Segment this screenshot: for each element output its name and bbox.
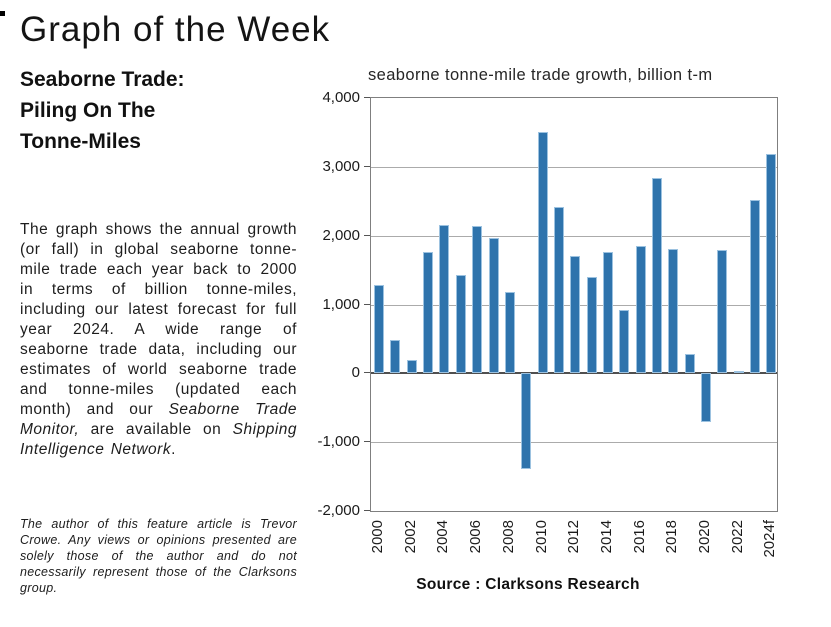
zero-axis-line (371, 372, 777, 375)
y-tick-label--2,000: -2,000 (317, 502, 360, 519)
y-tick-label-3,000: 3,000 (322, 157, 360, 175)
article-title: Seaborne Trade: Piling On The Tonne-Mile… (20, 64, 300, 157)
bar-2020 (701, 373, 711, 423)
bar-2002 (406, 359, 417, 374)
x-tick-label-2002: 2002 (401, 520, 419, 554)
y-tick-mark (364, 234, 370, 236)
y-tick-mark (364, 510, 370, 511)
bar-2011 (553, 207, 564, 374)
x-tick-label-2008: 2008 (499, 520, 517, 554)
y-tick-label-2,000: 2,000 (322, 226, 360, 244)
bar-2004 (439, 224, 450, 374)
bar-2013 (586, 277, 597, 374)
bar-2014 (602, 251, 613, 374)
x-tick-label-2016: 2016 (630, 520, 648, 554)
bar-2024f (766, 153, 777, 374)
bar-2012 (570, 256, 581, 374)
bar-2022 (733, 371, 744, 374)
article-body-text-2: are available on (79, 421, 233, 438)
x-tick-label-2010: 2010 (532, 520, 550, 554)
bar-2005 (455, 274, 466, 374)
gridline--1000 (371, 442, 777, 444)
article-body-italic-monitor: Seaborne Trade Monitor, (20, 401, 297, 438)
article-body-italic-network: Shipping Intelligence Network (20, 421, 297, 458)
bar-2006 (472, 226, 483, 374)
author-disclaimer: The author of this feature article is Tr… (20, 517, 297, 595)
x-tick-label-2022: 2022 (728, 520, 746, 554)
chart-source: Source : Clarksons Research (416, 576, 640, 593)
bar-2001 (390, 339, 401, 374)
bar-2009 (521, 373, 532, 469)
bar-2010 (537, 132, 548, 374)
bar-2023 (750, 199, 761, 374)
page-title: Graph of the Week (20, 10, 331, 49)
x-tick-label-2012: 2012 (565, 520, 583, 554)
y-tick-label--1,000: -1,000 (317, 433, 360, 451)
chart-title: seaborne tonne-mile trade growth, billio… (368, 66, 713, 84)
article-title-line-3: Tonne-Miles (20, 130, 141, 153)
article-body-text-3: . (171, 441, 176, 458)
x-tick-label-2024f: 2024f (761, 520, 779, 558)
x-tick-label-2020: 2020 (696, 520, 713, 554)
page-edge-mark (0, 11, 5, 16)
y-tick-mark (364, 165, 370, 167)
article-title-line-1: Seaborne Trade: (20, 68, 185, 91)
y-tick-mark (364, 372, 370, 374)
gridline-2000 (371, 235, 777, 237)
y-tick-label-1,000: 1,000 (322, 295, 360, 313)
bar-2007 (488, 237, 499, 374)
bar-2018 (668, 249, 679, 374)
article-body-text: The graph shows the annual growth (or fa… (20, 221, 297, 418)
x-tick-label-2014: 2014 (597, 520, 615, 554)
bar-2017 (652, 177, 662, 374)
bar-2008 (504, 292, 515, 374)
bar-2021 (717, 250, 728, 374)
chart-plot (370, 97, 778, 512)
bar-2000 (374, 284, 384, 374)
x-tick-label-2004: 2004 (434, 520, 452, 554)
x-tick-label-2006: 2006 (467, 520, 485, 554)
y-tick-mark (364, 441, 370, 443)
article-title-line-2: Piling On The (20, 99, 156, 122)
bar-2003 (423, 251, 434, 374)
y-tick-mark (364, 303, 370, 305)
y-tick-mark (364, 97, 370, 98)
y-tick-label-4,000: 4,000 (322, 89, 360, 106)
y-tick-label-0: 0 (351, 364, 360, 382)
bar-2019 (684, 354, 695, 374)
bar-2015 (619, 310, 630, 374)
x-tick-label-2000: 2000 (369, 520, 386, 554)
gridline-3000 (371, 166, 777, 168)
bar-2016 (635, 246, 646, 374)
x-tick-label-2018: 2018 (663, 520, 681, 554)
article-body: The graph shows the annual growth (or fa… (20, 220, 297, 460)
